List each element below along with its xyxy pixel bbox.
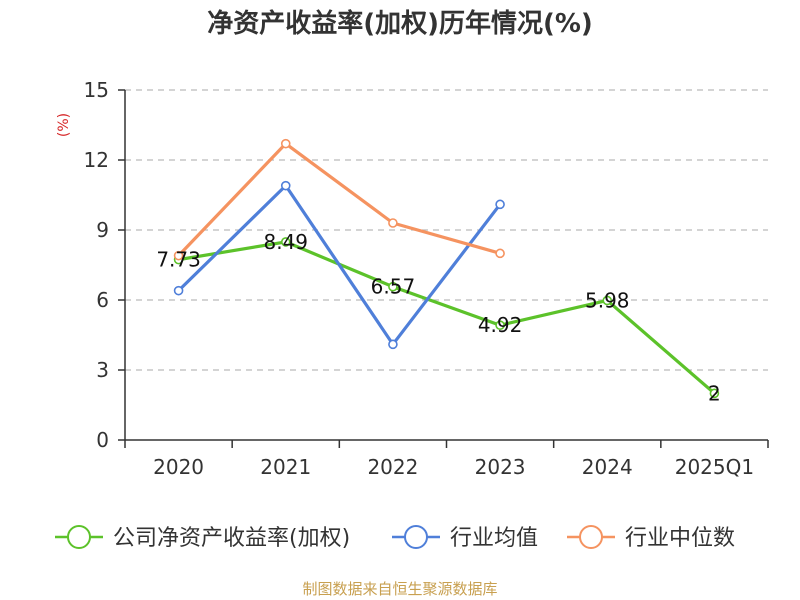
data-label: 7.73 <box>156 248 201 272</box>
legend-marker <box>579 525 603 549</box>
series-layer <box>173 138 720 399</box>
source-note: 制图数据来自恒生聚源数据库 <box>302 580 497 598</box>
data-point <box>280 138 291 149</box>
data-point <box>388 218 398 228</box>
y-tick-label: 9 <box>96 218 109 242</box>
legend-marker <box>67 525 91 549</box>
grid-layer <box>125 89 768 371</box>
data-label: 6.57 <box>371 275 416 299</box>
legend: 公司净资产收益率(加权) 行业均值 行业中位数 <box>55 525 735 551</box>
data-point <box>388 339 398 350</box>
data-point <box>709 388 720 399</box>
x-tick-label: 2021 <box>260 455 311 479</box>
legend-label: 行业中位数 <box>625 526 735 551</box>
data-point <box>602 295 613 306</box>
data-point <box>280 237 291 247</box>
series-line <box>177 142 501 257</box>
x-tick-label: 2024 <box>582 455 633 479</box>
data-point <box>173 250 184 261</box>
data-point <box>388 281 398 292</box>
data-point <box>280 180 291 191</box>
legend-marker <box>404 525 428 549</box>
y-tick-label: 3 <box>96 358 109 382</box>
x-tick-label: 2023 <box>475 455 526 479</box>
data-label: 5.98 <box>585 288 630 312</box>
chart-title: 净资产收益率(加权)历年情况(%) <box>207 8 593 39</box>
data-label: 4.92 <box>478 313 523 337</box>
data-label-layer: 7.73 8.49 6.57 4.92 5.98 2 <box>156 230 720 405</box>
y-tick-label: 6 <box>96 288 109 312</box>
data-label: 8.49 <box>263 230 308 254</box>
legend-label: 公司净资产收益率(加权) <box>113 526 350 551</box>
x-tick-label: 2020 <box>153 455 204 479</box>
y-tick-label: 12 <box>84 148 109 172</box>
y-tick-label: 0 <box>96 428 109 452</box>
data-point <box>495 248 505 259</box>
y-tick-label: 15 <box>84 78 109 102</box>
series-line <box>178 240 716 395</box>
data-point <box>495 199 505 210</box>
legend-label: 行业均值 <box>450 526 538 551</box>
axis-layer: 0 3 6 9 12 15 2020 2021 2022 2023 2024 2025Q1 <box>84 78 769 479</box>
y-axis-label: (%) <box>56 113 72 137</box>
x-tick-label: 2025Q1 <box>675 455 754 479</box>
data-label: 2 <box>708 381 721 405</box>
data-point <box>495 320 505 331</box>
series-line <box>177 184 502 346</box>
x-tick-label: 2022 <box>367 455 418 479</box>
data-point <box>173 285 184 296</box>
